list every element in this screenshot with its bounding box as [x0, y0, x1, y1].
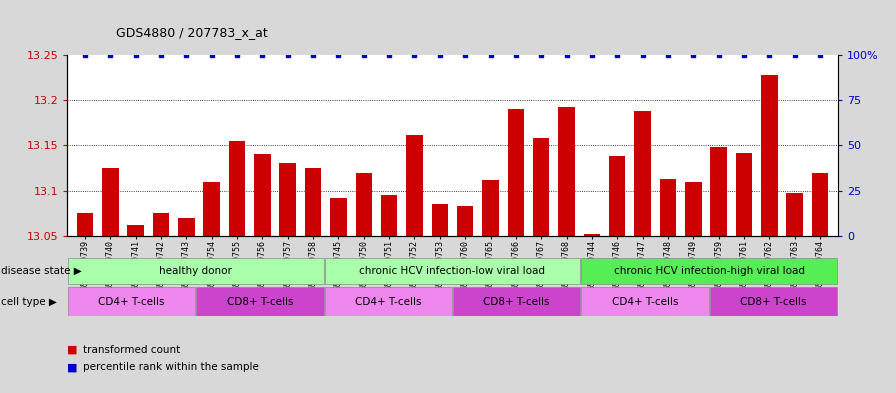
Bar — [305, 168, 322, 236]
Text: healthy donor: healthy donor — [159, 266, 232, 276]
Bar — [280, 163, 296, 236]
Bar — [178, 218, 194, 236]
Bar — [324, 258, 581, 285]
Text: CD4+ T-cells: CD4+ T-cells — [612, 297, 678, 307]
Bar — [77, 213, 93, 236]
Text: CD4+ T-cells: CD4+ T-cells — [99, 297, 165, 307]
Bar — [482, 180, 499, 236]
Bar — [736, 152, 753, 236]
Bar — [254, 154, 271, 236]
Bar — [196, 287, 323, 316]
Bar — [533, 138, 549, 236]
Bar — [127, 225, 144, 236]
Text: ■: ■ — [67, 345, 78, 355]
Text: cell type ▶: cell type ▶ — [1, 297, 56, 307]
Bar — [102, 168, 118, 236]
Bar — [609, 156, 625, 236]
Text: CD8+ T-cells: CD8+ T-cells — [227, 297, 293, 307]
Bar — [68, 287, 195, 316]
Bar — [761, 75, 778, 236]
Bar — [331, 198, 347, 236]
Bar — [659, 179, 676, 236]
Text: disease state ▶: disease state ▶ — [1, 266, 82, 276]
Text: CD8+ T-cells: CD8+ T-cells — [484, 297, 550, 307]
Bar — [711, 147, 727, 236]
Bar — [685, 182, 702, 236]
Bar — [558, 107, 574, 236]
Bar — [457, 206, 473, 236]
Bar — [508, 109, 524, 236]
Text: CD4+ T-cells: CD4+ T-cells — [355, 297, 421, 307]
Text: CD8+ T-cells: CD8+ T-cells — [740, 297, 806, 307]
Bar — [68, 258, 323, 285]
Bar — [634, 111, 650, 236]
Bar — [203, 182, 220, 236]
Bar — [710, 287, 837, 316]
Text: chronic HCV infection-low viral load: chronic HCV infection-low viral load — [359, 266, 546, 276]
Bar — [324, 287, 452, 316]
Text: ■: ■ — [67, 362, 78, 373]
Bar — [787, 193, 803, 236]
Bar — [228, 141, 246, 236]
Bar — [453, 287, 581, 316]
Bar — [406, 134, 423, 236]
Bar — [152, 213, 169, 236]
Bar — [356, 173, 372, 236]
Bar — [432, 204, 448, 236]
Bar — [812, 173, 828, 236]
Text: chronic HCV infection-high viral load: chronic HCV infection-high viral load — [614, 266, 805, 276]
Text: GDS4880 / 207783_x_at: GDS4880 / 207783_x_at — [116, 26, 268, 39]
Text: transformed count: transformed count — [83, 345, 181, 355]
Bar — [582, 258, 837, 285]
Bar — [583, 234, 600, 236]
Bar — [381, 195, 397, 236]
Text: percentile rank within the sample: percentile rank within the sample — [83, 362, 259, 373]
Bar — [582, 287, 709, 316]
